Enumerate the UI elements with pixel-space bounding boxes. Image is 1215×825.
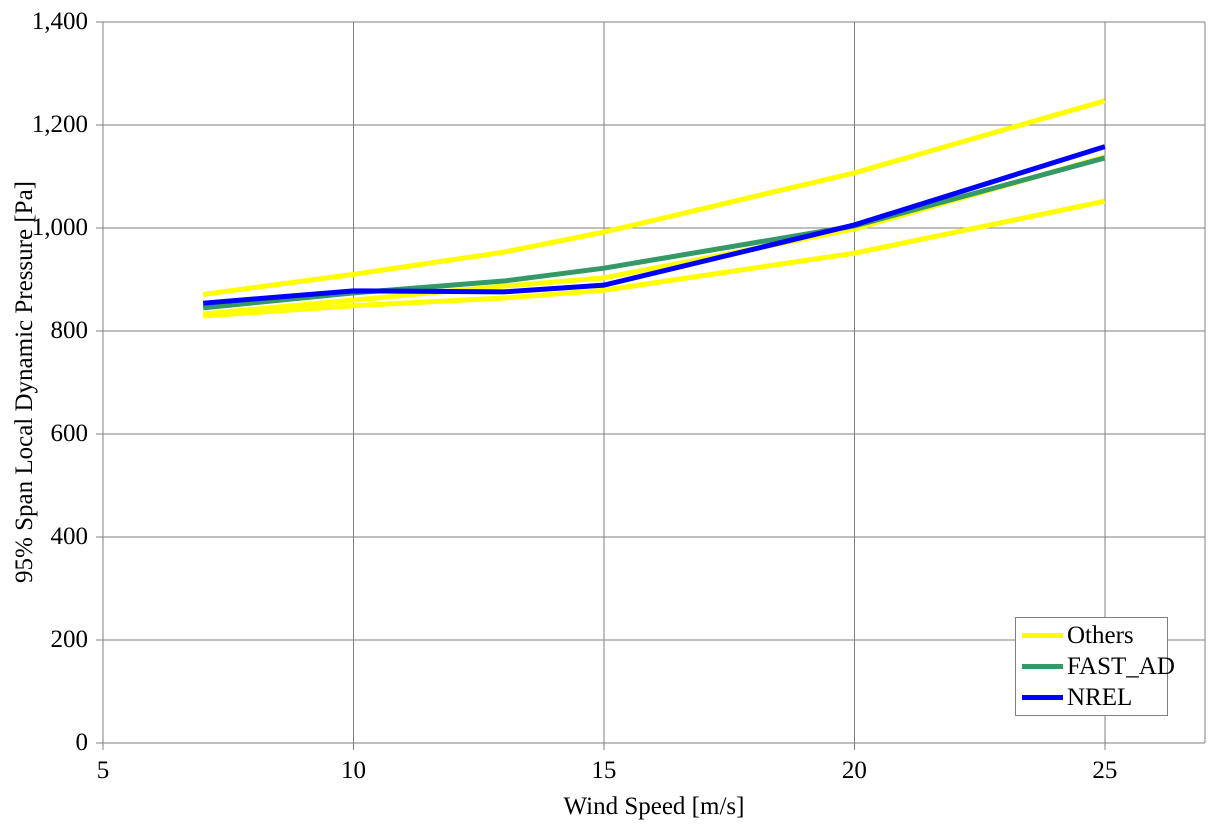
legend-line-swatch — [1022, 633, 1063, 638]
series-line-others — [202, 98, 1106, 297]
series-lines — [202, 98, 1106, 319]
y-tick-label: 1,400 — [31, 8, 88, 35]
legend-line-swatch — [1022, 664, 1063, 669]
series-line-nrel — [202, 144, 1106, 306]
x-tick-label: 10 — [340, 757, 366, 784]
legend-item: NREL — [1016, 683, 1167, 712]
x-tick-label: 25 — [1092, 757, 1118, 784]
x-tick-label: 15 — [591, 757, 617, 784]
series-line-others — [203, 198, 1106, 319]
legend-item: FAST_AD — [1016, 652, 1175, 681]
legend-label: NREL — [1067, 684, 1133, 711]
legend: Others FAST_AD NREL — [1015, 617, 1175, 716]
x-tick-label: 20 — [841, 757, 867, 784]
legend-line-swatch — [1022, 695, 1063, 700]
y-tick-label: 0 — [75, 729, 89, 756]
legend-item: Others — [1016, 621, 1167, 650]
y-tick-label: 600 — [50, 420, 89, 447]
legend-label: Others — [1067, 622, 1134, 649]
y-tick-label: 800 — [50, 317, 89, 344]
y-axis-title-text: 95% Span Local Dynamic Pressure [Pa] — [11, 181, 38, 583]
legend-label: FAST_AD — [1067, 653, 1175, 680]
y-tick-label: 1,200 — [31, 111, 88, 138]
x-axis-title: Wind Speed [m/s] — [563, 793, 745, 820]
y-tick-label: 1,000 — [31, 214, 88, 241]
y-tick-label: 400 — [50, 523, 89, 550]
x-tick-label: 5 — [96, 757, 110, 784]
gridlines — [96, 21, 1206, 750]
y-tick-label: 200 — [50, 626, 89, 653]
